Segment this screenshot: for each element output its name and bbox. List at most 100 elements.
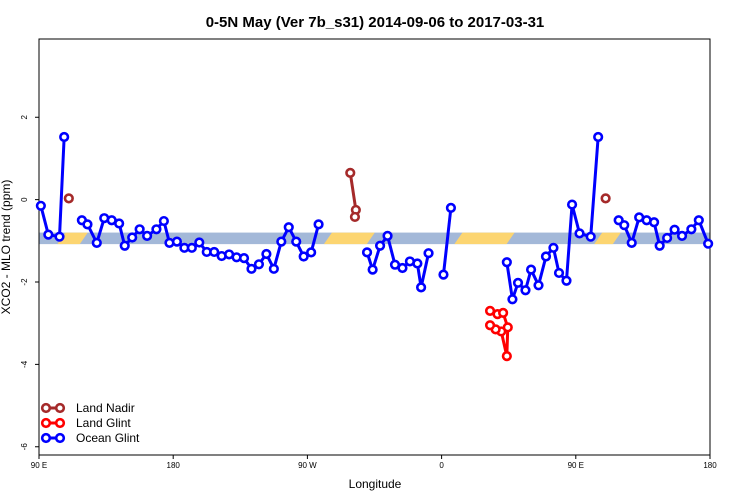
land-nadir-seg1-point-0: [345, 167, 356, 178]
ocean-glint-seg2-point-9: [423, 248, 434, 259]
legend-label-1: Land Glint: [76, 416, 131, 430]
legend-marker-2: [40, 432, 52, 444]
ocean-glint-seg4-point-1: [507, 294, 518, 305]
ocean-glint-seg4-point-11: [574, 228, 585, 239]
ocean-glint-seg1-point-30: [298, 251, 309, 262]
ocean-glint-seg3-line: [441, 207, 453, 275]
land-nadir-seg1-point-2: [349, 211, 361, 223]
ocean-glint-seg1-point-5: [114, 218, 125, 229]
x-tick-label-0: 90 E: [31, 461, 47, 470]
ocean-glint-seg2-point-5: [397, 262, 408, 274]
ocean-glint-seg4-point-0: [501, 257, 512, 268]
ocean-glint-seg1-point-7: [127, 232, 138, 243]
x-tick-label-4: 90 E: [568, 461, 584, 470]
ocean-glint-seg0-point-2: [54, 231, 65, 242]
band-highlight-0: [57, 232, 88, 245]
legend-label-2: Ocean Glint: [76, 431, 140, 445]
ocean-glint-seg4-point-3: [520, 285, 531, 296]
ocean-glint-seg2-point-8: [415, 282, 427, 293]
land-nadir-seg0-point-0: [63, 193, 74, 204]
ocean-glint-seg5-point-5: [648, 217, 660, 228]
ocean-glint-seg1-point-2: [91, 237, 102, 248]
ocean-glint-seg1-point-10: [151, 224, 162, 235]
x-tick-label-5: 180: [703, 461, 717, 470]
chart-title: 0-5N May (Ver 7b_s31) 2014-09-06 to 2017…: [206, 14, 545, 31]
ocean-glint-seg1-point-15: [186, 242, 197, 253]
ocean-glint-seg1-point-28: [283, 222, 294, 233]
ocean-glint-seg5-point-12: [703, 238, 714, 249]
ocean-glint-seg1-point-29: [291, 236, 302, 247]
y-tick-label-4: 2: [20, 114, 29, 119]
ocean-glint-seg2-point-3: [382, 230, 393, 241]
ocean-glint-seg5-point-2: [626, 237, 637, 248]
ocean-glint-seg0-point-3: [59, 131, 70, 143]
legend-marker-b-1: [54, 417, 66, 429]
ocean-glint-seg2-point-7: [412, 258, 423, 269]
ocean-glint-seg5-point-8: [669, 224, 680, 235]
ocean-glint-seg1-point-9: [142, 230, 153, 241]
legend-marker-b-2: [54, 432, 66, 444]
ocean-glint-seg0-point-0: [35, 200, 46, 211]
x-axis-label: Longitude: [349, 477, 402, 491]
ocean-glint-seg4-point-6: [540, 251, 552, 262]
series-layer: [35, 131, 714, 362]
ocean-glint-seg5-point-11: [693, 215, 704, 226]
ocean-glint-seg4-point-5: [533, 280, 544, 291]
ocean-glint-seg4-point-2: [512, 277, 524, 288]
ocean-glint-seg1-point-25: [261, 248, 272, 260]
legend-marker-b-0: [54, 402, 66, 414]
ocean-glint-seg4-point-9: [561, 275, 572, 286]
axes: 90 E 180 90 W 0 90 E 180 -6 -4 -2 0 2: [20, 114, 717, 470]
ocean-glint-seg1-point-31: [306, 247, 317, 258]
land-glint-seg0-point-7: [484, 320, 496, 331]
ocean-glint-seg1-point-32: [313, 219, 324, 230]
ocean-glint-seg5-point-10: [686, 224, 697, 235]
ocean-glint-seg4-point-7: [548, 242, 559, 253]
band-highlight-2: [454, 232, 515, 245]
legend-marker-0: [40, 402, 52, 414]
ocean-glint-seg4-point-13: [593, 131, 604, 143]
ocean-glint-seg1-point-13: [171, 236, 183, 247]
reference-band: [39, 232, 710, 245]
ocean-glint-seg0-point-1: [43, 229, 54, 240]
ocean-glint-seg2-point-0: [361, 247, 373, 258]
ocean-glint-seg4-point-8: [553, 267, 565, 279]
ocean-glint-seg5-point-6: [654, 240, 665, 251]
ocean-glint-seg1-point-11: [158, 215, 169, 227]
ocean-glint-seg1-point-26: [268, 263, 279, 274]
ocean-glint-seg3-point-0: [438, 269, 449, 280]
ocean-glint-seg4-point-4: [525, 264, 537, 275]
legend-marker-1: [40, 417, 52, 429]
y-tick-label-3: 0: [20, 197, 29, 202]
band-base: [39, 232, 710, 245]
ocean-glint-seg1-point-16: [194, 237, 205, 248]
ocean-glint-seg4-line: [505, 136, 600, 301]
ocean-glint-seg4-point-12: [585, 231, 596, 242]
ocean-glint-seg0-line: [39, 136, 66, 239]
land-glint-seg0-point-2: [498, 307, 509, 319]
ocean-glint-seg1-point-6: [119, 240, 130, 251]
ocean-glint-seg1-point-24: [253, 259, 265, 270]
ocean-glint-seg2-point-2: [374, 240, 386, 251]
band-highlight-3: [594, 232, 621, 245]
ocean-glint-seg1-point-22: [238, 253, 250, 264]
legend-label-0: Land Nadir: [76, 401, 135, 415]
ocean-glint-seg1-point-23: [246, 263, 257, 274]
band-highlight-1: [323, 232, 375, 245]
ocean-glint-seg5-point-7: [662, 232, 673, 244]
y-tick-label-0: -6: [20, 443, 29, 451]
land-nadir-seg2-point-0: [600, 193, 611, 204]
ocean-glint-seg1-point-18: [209, 246, 220, 258]
ocean-glint-seg1-point-1: [82, 219, 93, 230]
plot-frame: [38, 38, 711, 456]
land-glint-seg0-point-4: [501, 351, 512, 362]
ocean-glint-seg1-point-8: [134, 224, 145, 235]
x-tick-label-3: 0: [439, 461, 444, 470]
ocean-glint-seg5-point-1: [619, 220, 630, 231]
ocean-glint-seg3-point-1: [445, 202, 457, 213]
ocean-glint-seg2-point-1: [367, 264, 378, 275]
y-axis-label: XCO2 - MLO trend (ppm): [0, 180, 13, 315]
x-tick-label-2: 90 W: [298, 461, 317, 470]
